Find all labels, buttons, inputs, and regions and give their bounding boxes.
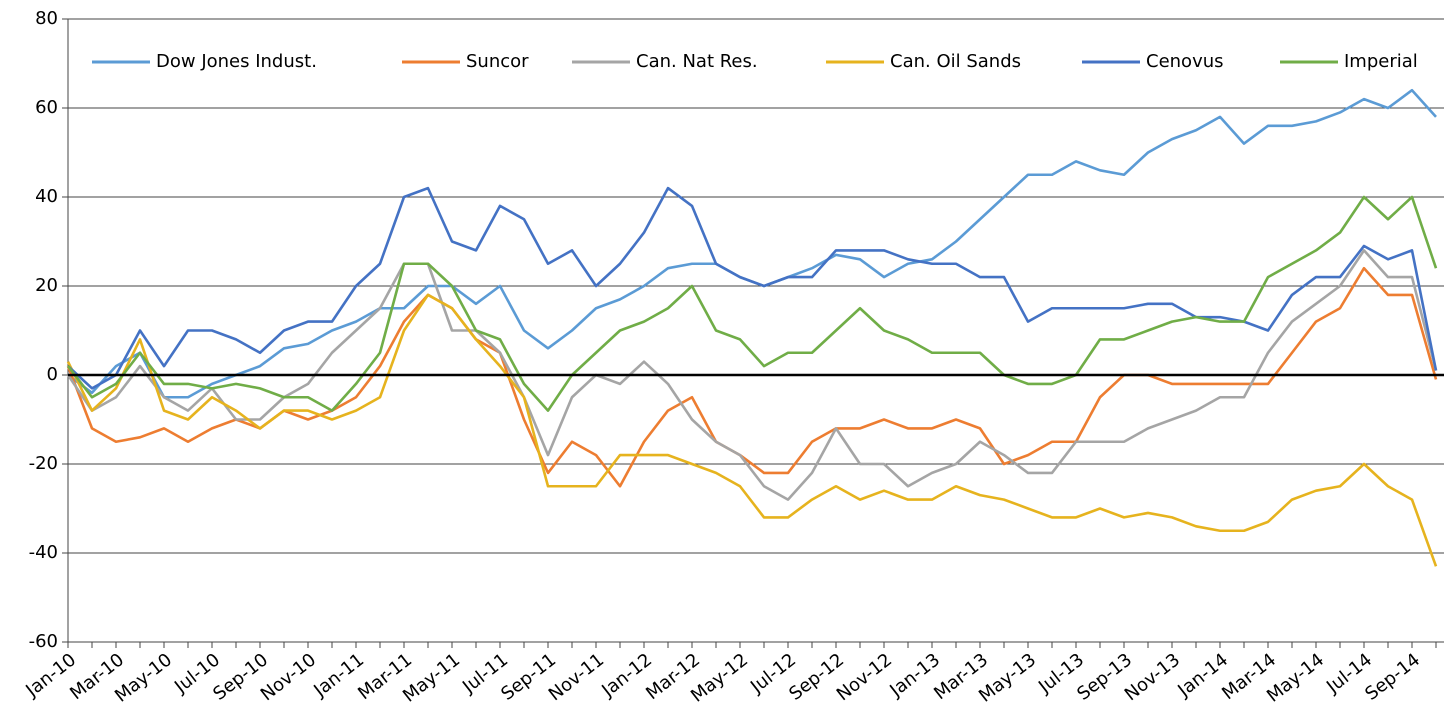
y-tick-label: 40 — [35, 186, 58, 207]
y-tick-label: 0 — [47, 364, 58, 385]
series-line — [66, 195, 1438, 412]
series-line — [66, 266, 1438, 488]
x-tick-label: Sep-14 — [1361, 649, 1424, 705]
legend-label: Imperial — [1344, 51, 1418, 72]
legend-label: Suncor — [466, 51, 529, 72]
y-tick-label: -40 — [29, 542, 58, 563]
y-tick-label: 20 — [35, 275, 58, 296]
series-line — [66, 249, 1438, 501]
y-tick-label: -60 — [29, 631, 58, 652]
y-tick-label: 60 — [35, 97, 58, 118]
legend-label: Cenovus — [1146, 51, 1224, 72]
x-tick-label: Nov-12 — [833, 649, 896, 705]
legend-label: Can. Oil Sands — [890, 51, 1021, 72]
series-line — [67, 186, 1438, 390]
x-tick-label: Nov-11 — [545, 649, 608, 705]
y-tick-label: -20 — [29, 453, 58, 474]
legend-label: Can. Nat Res. — [636, 51, 758, 72]
x-tick-label: Nov-13 — [1121, 649, 1184, 705]
y-tick-label: 80 — [35, 8, 58, 29]
x-tick-label: Nov-10 — [257, 649, 320, 705]
series-line — [66, 293, 1438, 567]
legend-label: Dow Jones Indust. — [156, 51, 317, 72]
